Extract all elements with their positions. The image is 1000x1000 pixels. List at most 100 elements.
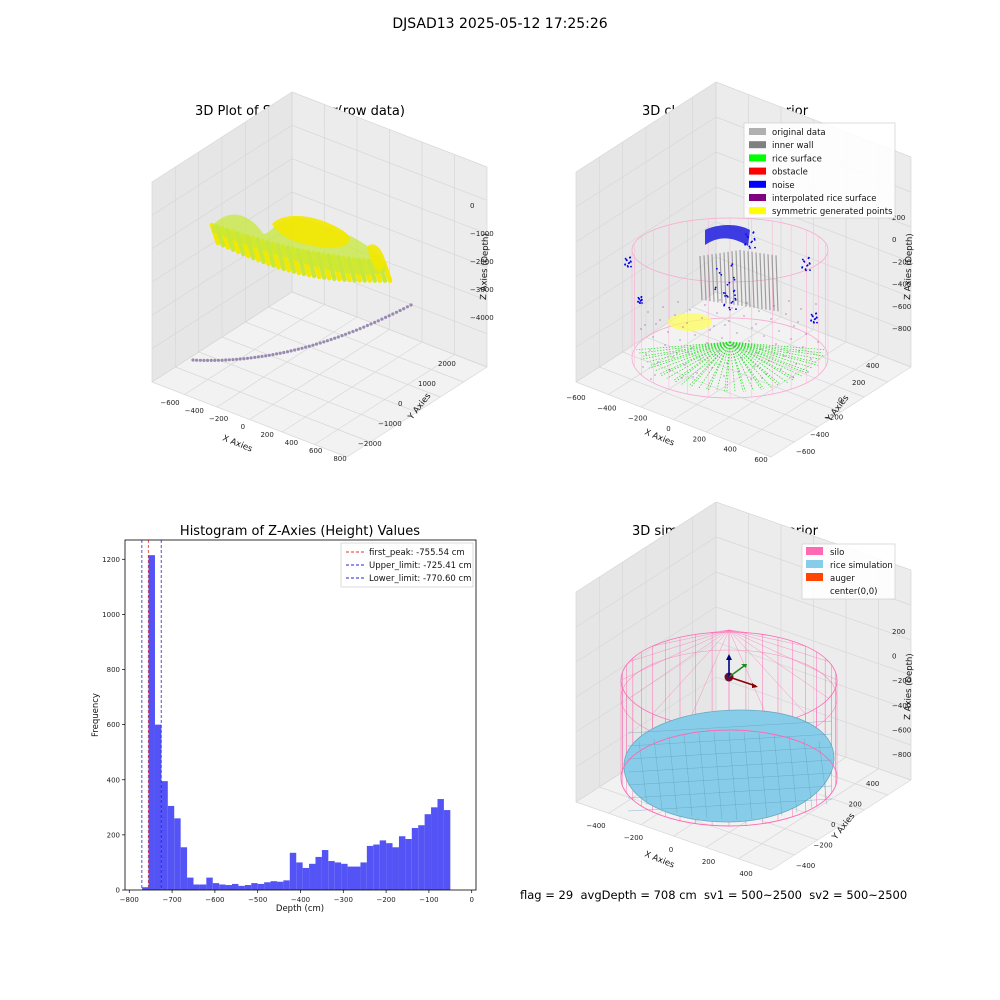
arc-point bbox=[285, 350, 290, 354]
histogram-bar bbox=[167, 805, 175, 890]
legend-label: original data bbox=[772, 128, 826, 138]
noise-point bbox=[720, 273, 723, 276]
rice-surface-ray bbox=[724, 341, 731, 392]
rice-surface-ray bbox=[729, 341, 826, 351]
tick-label: 1000 bbox=[418, 380, 436, 388]
rice-surface-ray bbox=[729, 341, 746, 392]
noise-point bbox=[810, 319, 813, 322]
rice-surface-ray bbox=[636, 341, 731, 351]
tick-labels: −600−400−2000200400600800−2000−100001000… bbox=[160, 202, 493, 463]
surface-body bbox=[212, 214, 386, 275]
rice-mesh bbox=[638, 741, 648, 805]
z-arrowhead bbox=[726, 654, 732, 660]
rice-surface-ray bbox=[688, 341, 731, 387]
tick-label: 400 bbox=[739, 870, 752, 878]
noise-point bbox=[814, 317, 817, 320]
surface-crest bbox=[272, 215, 350, 248]
x-tick-label: −800 bbox=[120, 896, 139, 904]
inner-wall-stroke bbox=[767, 254, 771, 311]
y-tick-label: 600 bbox=[107, 721, 120, 729]
noise-point bbox=[729, 308, 731, 311]
arc-point bbox=[289, 349, 293, 353]
noise-point bbox=[730, 264, 733, 267]
rice-mesh bbox=[627, 733, 833, 747]
noise-point bbox=[728, 306, 731, 309]
histogram-bar bbox=[328, 861, 335, 890]
interpolated-point bbox=[773, 305, 775, 307]
arc-point bbox=[227, 358, 231, 362]
noise-point bbox=[724, 295, 726, 297]
tick-label: −200 bbox=[814, 842, 833, 850]
silo-roof-spoke bbox=[629, 629, 730, 662]
histogram-bar bbox=[443, 810, 451, 890]
histogram-bar bbox=[193, 884, 200, 890]
interpolated-point bbox=[657, 361, 659, 363]
noise-point bbox=[718, 272, 721, 274]
rice-surface-ray bbox=[673, 341, 731, 381]
tick-label: −1000 bbox=[378, 420, 402, 428]
arc-point bbox=[307, 344, 311, 348]
noise-point bbox=[628, 261, 631, 264]
rice-surface-ray bbox=[654, 341, 731, 372]
interpolated-point bbox=[662, 306, 664, 308]
rice-surface-ray bbox=[729, 341, 764, 390]
tick-labels: −800 −700 −600 −500 −400 −300 −200 −100 0 0 200 400… bbox=[102, 556, 474, 904]
tick-label: −600 bbox=[796, 448, 815, 456]
silo-roof-spoke bbox=[728, 629, 829, 662]
histogram-bar bbox=[334, 862, 342, 890]
tick-label: 800 bbox=[333, 455, 346, 463]
arc-point bbox=[205, 358, 210, 362]
tick-labels: −600 −400 −200 0 200 400 600 −600 −400 −200 0 200 40… bbox=[566, 214, 911, 464]
x-tick-label: −200 bbox=[376, 896, 395, 904]
rice-surface-ray bbox=[698, 341, 731, 389]
y-arrowhead bbox=[741, 664, 747, 668]
y-tick-label: 400 bbox=[107, 776, 120, 784]
rice-mesh bbox=[668, 736, 678, 813]
interpolated-point bbox=[726, 362, 728, 364]
histogram-bar bbox=[360, 862, 367, 890]
tick-label: 600 bbox=[309, 447, 322, 455]
tick-label: 0 bbox=[669, 846, 673, 854]
rice-surface-ray bbox=[729, 341, 744, 392]
noise-point bbox=[630, 265, 632, 268]
inner-wall-stroke bbox=[699, 255, 703, 301]
legend-label: Upper_limit: -725.41 cm bbox=[369, 561, 472, 571]
noise-point bbox=[751, 240, 753, 243]
tick-label: 0 bbox=[892, 236, 896, 244]
histogram-bar bbox=[431, 807, 438, 890]
arc-point bbox=[333, 336, 337, 340]
tick-label: 400 bbox=[866, 780, 879, 788]
legend-label: obstacle bbox=[772, 168, 808, 178]
x-tick-label: −300 bbox=[334, 896, 353, 904]
interpolated-point bbox=[677, 301, 679, 303]
rice-surface-ray bbox=[729, 341, 762, 390]
interpolated-point bbox=[650, 378, 652, 380]
tick-label: −400 bbox=[892, 281, 911, 289]
rice-surface-ray bbox=[660, 341, 731, 377]
tick-label: 200 bbox=[849, 801, 862, 809]
histogram-bar bbox=[212, 883, 220, 890]
interpolated-point bbox=[696, 372, 698, 374]
arc-point bbox=[380, 317, 384, 321]
arc-point bbox=[300, 346, 304, 350]
rice-mesh bbox=[627, 785, 833, 799]
rice-surface-ray bbox=[648, 341, 731, 369]
arc-point bbox=[405, 305, 409, 309]
raw-data-3d-plot: −600−400−2000200400600800−2000−100001000… bbox=[151, 91, 494, 463]
raw-data-points bbox=[191, 214, 413, 362]
arc-point bbox=[347, 331, 351, 335]
interpolated-point bbox=[731, 307, 733, 309]
noise-cap bbox=[705, 225, 750, 246]
legend-swatch bbox=[749, 141, 766, 149]
histogram-bar bbox=[296, 862, 303, 890]
histogram-bar bbox=[424, 814, 432, 890]
arc-point bbox=[373, 320, 377, 324]
histogram-bar bbox=[264, 882, 271, 890]
silo-roof-spoke bbox=[728, 629, 806, 715]
tick-label: 2000 bbox=[438, 360, 456, 368]
y-tick-label: 0 bbox=[116, 887, 120, 895]
tick-label: 400 bbox=[285, 439, 298, 447]
tick-label: −1000 bbox=[470, 230, 494, 238]
histogram-bar bbox=[154, 724, 162, 890]
silo-roof-spoke bbox=[687, 629, 730, 636]
